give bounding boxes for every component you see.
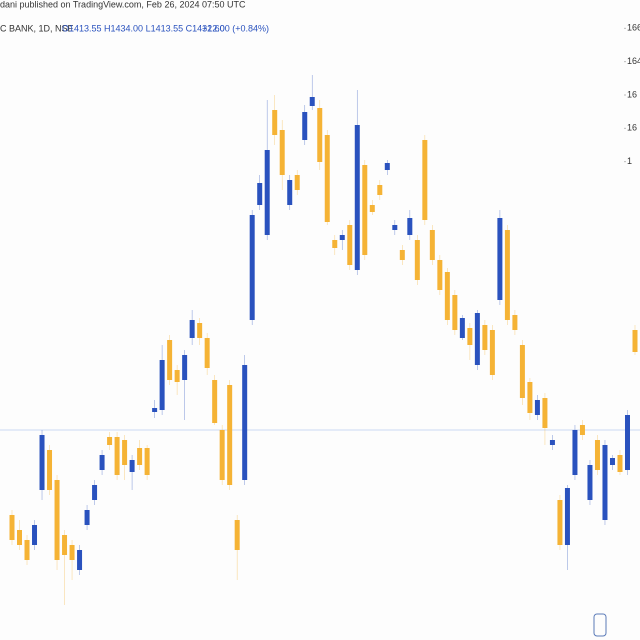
candle-body	[47, 450, 53, 490]
candle-body	[279, 130, 285, 175]
candle-body	[129, 460, 135, 472]
y-tick-label: 16	[627, 89, 637, 99]
candle-body	[219, 430, 225, 480]
candle-body	[542, 398, 548, 428]
candle-body	[467, 328, 473, 345]
candle-body	[482, 325, 488, 350]
candle-body	[362, 165, 368, 255]
ohlc: O1413.55 H1434.00 L1413.55 C1432.60	[62, 23, 225, 33]
candle-body	[174, 370, 180, 382]
candle-body	[32, 525, 38, 545]
candle-body	[227, 385, 233, 485]
candle-body	[212, 380, 218, 423]
candle-body	[459, 318, 465, 338]
y-tick-label: 1	[627, 156, 632, 166]
candle-body	[347, 225, 353, 265]
chart-title: dani published on TradingView.com, Feb 2…	[0, 0, 246, 9]
candle-body	[69, 545, 75, 560]
candle-body	[392, 225, 398, 230]
candle-body	[77, 550, 83, 570]
candle-body	[414, 240, 420, 280]
candle-body	[474, 313, 480, 365]
candle-body	[429, 230, 435, 260]
candle-body	[257, 183, 263, 205]
candle-body	[399, 250, 405, 260]
candle-body	[632, 330, 638, 352]
candle-body	[294, 175, 300, 190]
candle-body	[39, 435, 45, 490]
icon-frame	[593, 613, 607, 637]
candle-body	[9, 515, 15, 540]
y-tick-label: 16	[627, 123, 637, 133]
candle-body	[249, 215, 255, 320]
y-tick-label: 164	[627, 56, 640, 66]
candle-body	[512, 315, 518, 330]
candle-body	[452, 295, 458, 330]
candle-body	[354, 125, 360, 270]
candle-body	[339, 235, 345, 240]
candle-body	[497, 218, 503, 300]
candle-body	[527, 382, 533, 413]
candle-body	[444, 272, 450, 320]
candle-body	[489, 330, 495, 375]
candle-body	[369, 205, 375, 212]
candle-body	[309, 97, 315, 106]
candle-body	[324, 135, 330, 222]
candle-body	[504, 230, 510, 320]
candle-body	[122, 440, 128, 465]
candle-body	[534, 400, 540, 415]
candle-body	[384, 163, 390, 170]
candle-body	[557, 500, 563, 545]
symbol: C BANK, 1D, NSE	[0, 23, 74, 33]
candle-body	[242, 365, 248, 480]
candle-body	[234, 520, 240, 550]
candle-body	[377, 185, 383, 195]
candle-body	[564, 488, 570, 545]
candle-body	[144, 448, 150, 475]
candle-body	[587, 465, 593, 500]
candle-body	[99, 455, 105, 470]
candle-body	[167, 340, 173, 380]
candle-body	[114, 437, 120, 475]
candle-body	[197, 323, 203, 338]
candle-body	[92, 485, 98, 500]
candle-body	[107, 437, 113, 445]
e-icon	[593, 613, 607, 637]
candle-body	[617, 455, 623, 472]
candle-body	[189, 320, 195, 338]
candle-body	[549, 440, 555, 445]
candle-body	[609, 458, 615, 465]
candle-body	[579, 425, 585, 435]
candle-body	[264, 150, 270, 235]
candle-body	[602, 445, 608, 520]
candle-body	[332, 240, 338, 248]
candle-body	[54, 480, 60, 560]
candle-body	[137, 448, 143, 465]
candle-body	[422, 140, 428, 220]
candle-body	[624, 415, 630, 470]
candle-body	[152, 408, 158, 412]
candle-body	[17, 530, 23, 545]
candle-body	[84, 510, 90, 525]
candle-body	[407, 218, 413, 235]
candle-body	[519, 345, 525, 398]
candle-body	[62, 535, 68, 555]
candle-body	[182, 355, 188, 380]
candle-body	[302, 112, 308, 140]
change: +12.00 (+0.84%)	[202, 23, 269, 33]
candle-body	[24, 540, 30, 560]
candle-body	[204, 338, 210, 368]
candle-body	[317, 108, 323, 162]
candle-body	[572, 430, 578, 475]
candle-body	[159, 360, 165, 410]
candle-body	[272, 110, 278, 135]
candle-body	[594, 440, 600, 470]
y-tick-label: 166	[627, 23, 640, 33]
candle-body	[437, 260, 443, 290]
candle-body	[287, 180, 293, 205]
